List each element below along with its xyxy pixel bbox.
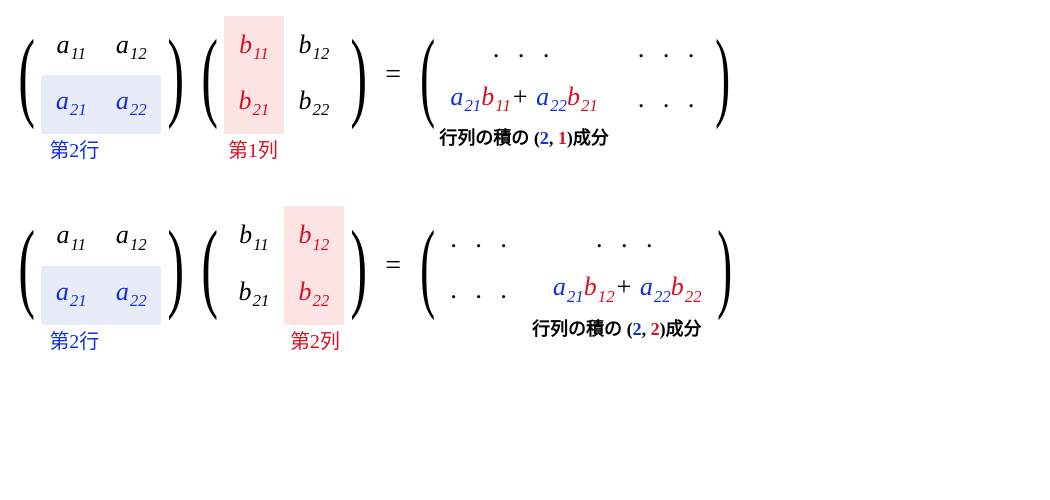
equation-1: ( a11 a12 a21 a22 第2行 ) ( b11 b12 b21 b2… bbox=[10, 20, 1040, 130]
paren-left-icon: ( bbox=[18, 221, 35, 311]
row-label: 第2行 bbox=[49, 134, 99, 163]
cell-a12: a12 bbox=[107, 28, 155, 66]
cell-b21: b21 bbox=[230, 275, 278, 313]
paren-right-icon: ) bbox=[168, 30, 185, 120]
cell-a11: a11 bbox=[47, 218, 95, 256]
cell-a22: a22 bbox=[107, 84, 155, 122]
result-22: a21b12+ a22b22 行列の積の (2, 2)成分 bbox=[553, 272, 702, 306]
col-label: 第2列 bbox=[290, 325, 340, 354]
paren-right-icon: ) bbox=[350, 30, 367, 120]
result-12: . . . bbox=[553, 224, 702, 254]
paren-right-icon: ) bbox=[716, 30, 731, 120]
matrix-a-2: ( a11 a12 a21 a22 第2行 ) bbox=[10, 210, 193, 320]
result-11: . . . bbox=[450, 34, 597, 64]
paren-left-icon: ( bbox=[420, 221, 435, 311]
paren-left-icon: ( bbox=[18, 30, 35, 120]
cell-b22: b22 bbox=[290, 84, 338, 122]
equals-sign: = bbox=[385, 250, 401, 282]
result-21: a21b11+ a22b21 行列の積の (2, 1)成分 bbox=[450, 82, 597, 116]
result-12: . . . bbox=[638, 34, 701, 64]
cell-a21: a21 bbox=[47, 84, 95, 122]
result-matrix-2: ( . . . . . . . . . a21b12+ a22b22 行列の積の… bbox=[411, 216, 741, 314]
result-label-2: 行列の積の (2, 2)成分 bbox=[532, 315, 702, 341]
matrix-b-1: ( b11 b12 b21 b22 第1列 ) bbox=[193, 20, 376, 130]
cell-b11: b11 bbox=[230, 218, 278, 256]
paren-right-icon: ) bbox=[350, 221, 367, 311]
equals-sign: = bbox=[385, 59, 401, 91]
paren-left-icon: ( bbox=[201, 30, 218, 120]
cell-b12: b12 bbox=[290, 218, 338, 256]
matrix-a-1: ( a11 a12 a21 a22 第2行 ) bbox=[10, 20, 193, 130]
paren-right-icon: ) bbox=[168, 221, 185, 311]
matrix-b-2: ( b11 b12 b21 b22 第2列 ) bbox=[193, 210, 376, 320]
result-22: . . . bbox=[638, 84, 701, 114]
result-21: . . . bbox=[450, 275, 513, 305]
cell-a22: a22 bbox=[107, 275, 155, 313]
result-matrix-1: ( . . . . . . a21b11+ a22b21 行列の積の (2, 1… bbox=[411, 26, 740, 124]
paren-left-icon: ( bbox=[201, 221, 218, 311]
cell-a12: a12 bbox=[107, 218, 155, 256]
cell-b21: b21 bbox=[230, 84, 278, 122]
result-11: . . . bbox=[450, 224, 513, 254]
equation-2: ( a11 a12 a21 a22 第2行 ) ( b11 b12 b21 b2… bbox=[10, 210, 1040, 320]
paren-right-icon: ) bbox=[717, 221, 732, 311]
cell-a11: a11 bbox=[47, 28, 95, 66]
cell-b12: b12 bbox=[290, 28, 338, 66]
cell-b22: b22 bbox=[290, 275, 338, 313]
cell-a21: a21 bbox=[47, 275, 95, 313]
col-label: 第1列 bbox=[228, 134, 278, 163]
cell-b11: b11 bbox=[230, 28, 278, 66]
row-label: 第2行 bbox=[49, 325, 99, 354]
paren-left-icon: ( bbox=[420, 30, 435, 120]
result-label-1: 行列の積の (2, 1)成分 bbox=[439, 124, 609, 150]
